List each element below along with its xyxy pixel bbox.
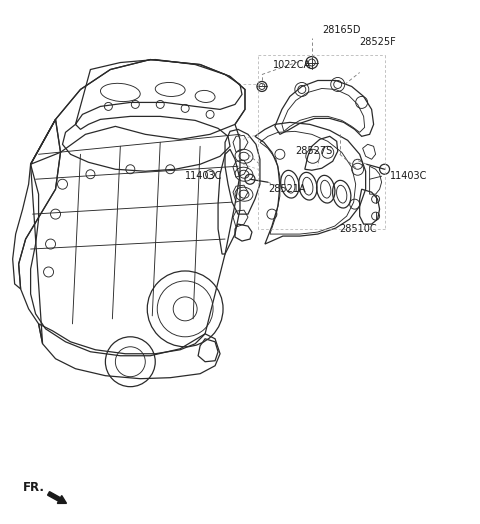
Text: 11403C: 11403C — [390, 171, 427, 181]
Text: 11403C: 11403C — [185, 171, 222, 181]
FancyArrow shape — [48, 492, 67, 504]
Text: FR.: FR. — [23, 482, 45, 494]
Text: 28525F: 28525F — [360, 37, 396, 47]
Text: 28527S: 28527S — [295, 146, 332, 156]
Text: 28521A: 28521A — [268, 184, 306, 194]
Text: 1022CA: 1022CA — [273, 60, 311, 70]
Text: 28165D: 28165D — [322, 25, 360, 35]
Text: 28510C: 28510C — [340, 224, 377, 234]
